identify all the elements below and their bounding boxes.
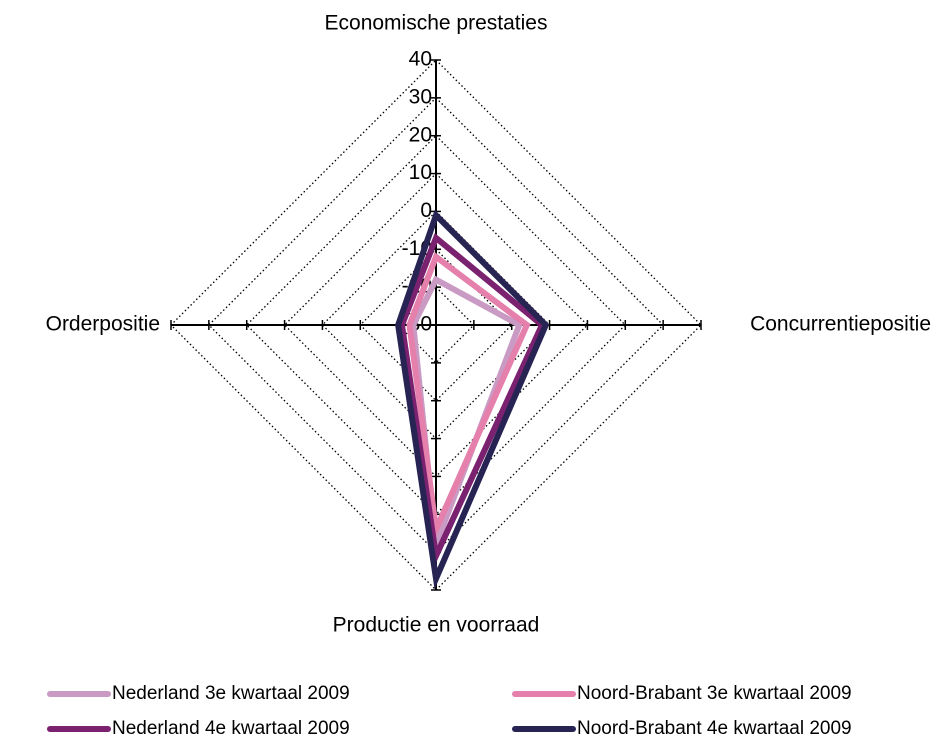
tick-label: 20 — [409, 123, 432, 146]
legend-label: Nederland 4e kwartaal 2009 — [112, 718, 350, 739]
category-label: Productie en voorraad — [333, 614, 540, 637]
legend-label: Nederland 3e kwartaal 2009 — [112, 683, 350, 704]
tick-label: 0 — [420, 199, 432, 222]
tick-label: 10 — [409, 161, 432, 184]
tick-label: 30 — [409, 85, 432, 108]
grid-ring — [359, 248, 513, 402]
series-line — [406, 252, 531, 541]
grid-ring — [170, 59, 702, 591]
tick-label: 40 — [409, 48, 432, 71]
series-line — [398, 232, 546, 567]
legend-label: Noord-Brabant 4e kwartaal 2009 — [577, 718, 852, 739]
category-label: Economische prestaties — [325, 12, 548, 35]
category-label: Concurrentiepositie — [750, 313, 931, 336]
category-label: Orderpositie — [46, 313, 160, 336]
grid-ring — [245, 134, 627, 516]
legend-label: Noord-Brabant 3e kwartaal 2009 — [577, 683, 852, 704]
series-line — [395, 209, 550, 590]
